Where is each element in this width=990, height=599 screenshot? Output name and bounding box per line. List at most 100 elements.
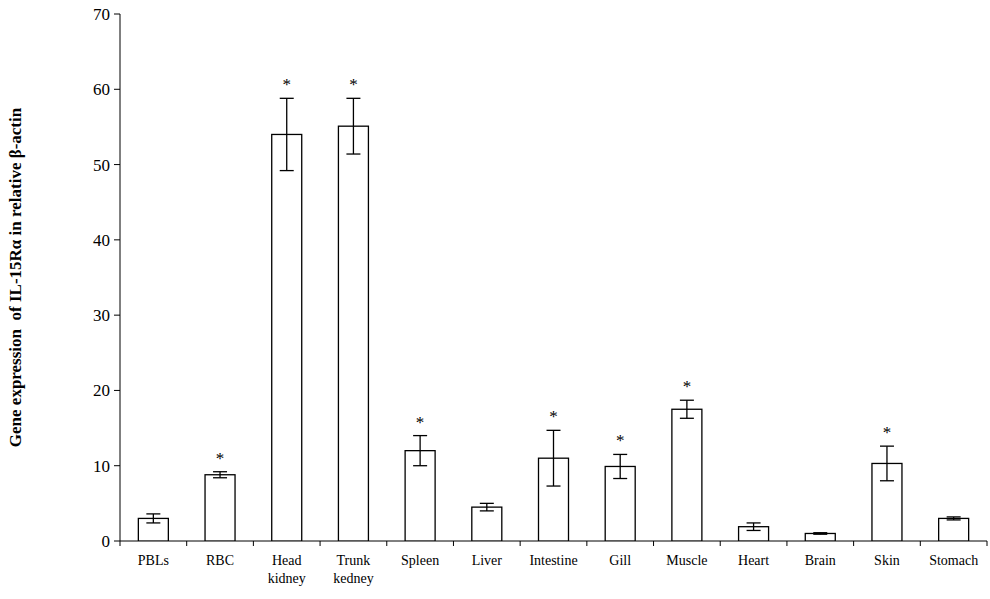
error-cap xyxy=(613,478,627,479)
error-bar xyxy=(146,514,160,523)
error-cap xyxy=(680,400,694,401)
error-stem xyxy=(153,514,154,523)
x-tick-label: Spleen xyxy=(401,553,439,568)
y-tick xyxy=(114,390,120,391)
error-stem xyxy=(286,98,287,170)
error-cap xyxy=(880,445,894,446)
error-bar xyxy=(813,533,827,535)
category-tick xyxy=(186,541,187,546)
category-tick xyxy=(253,541,254,546)
category-tick xyxy=(653,541,654,546)
y-tick-label: 50 xyxy=(93,156,110,175)
significance-mark: * xyxy=(416,413,425,432)
category-tick xyxy=(920,541,921,546)
category-tick xyxy=(520,541,521,546)
y-tick-label: 60 xyxy=(93,80,110,99)
error-cap xyxy=(547,430,561,431)
error-stem xyxy=(353,98,354,154)
error-bar xyxy=(280,98,294,170)
error-stem xyxy=(553,430,554,486)
error-cap xyxy=(480,510,494,511)
error-stem xyxy=(620,454,621,478)
y-tick xyxy=(114,14,120,15)
x-tick-label-line: kidney xyxy=(268,571,306,586)
error-cap xyxy=(880,480,894,481)
error-cap xyxy=(213,471,227,472)
error-cap xyxy=(146,513,160,514)
error-bar xyxy=(346,98,360,154)
x-tick-label: Liver xyxy=(472,553,503,568)
y-tick xyxy=(114,315,120,316)
error-bar xyxy=(880,446,894,481)
significance-mark: * xyxy=(549,407,558,426)
error-stem xyxy=(686,400,687,418)
error-bar xyxy=(747,523,761,531)
y-tick-label: 0 xyxy=(102,532,111,551)
significance-mark: * xyxy=(282,75,291,94)
error-cap xyxy=(413,465,427,466)
bar xyxy=(805,533,835,541)
x-tick-label: Skin xyxy=(874,553,900,568)
error-cap xyxy=(413,435,427,436)
error-bar xyxy=(613,454,627,478)
y-tick xyxy=(114,164,120,165)
error-stem xyxy=(419,436,420,466)
error-cap xyxy=(280,170,294,171)
error-cap xyxy=(747,530,761,531)
significance-mark: * xyxy=(616,431,625,450)
x-tick-label: PBLs xyxy=(138,553,169,568)
x-tick-label-line: Trunk xyxy=(337,553,371,568)
y-tick xyxy=(114,541,120,542)
y-axis-label: Gene expression of IL-15Rα in relative β… xyxy=(6,107,25,447)
error-bar xyxy=(680,400,694,418)
bar xyxy=(205,475,235,541)
x-tick-label: Stomach xyxy=(929,553,978,568)
category-tick xyxy=(720,541,721,546)
y-tick-label: 10 xyxy=(93,457,110,476)
error-cap xyxy=(813,534,827,535)
x-tick-label: RBC xyxy=(206,553,234,568)
bar xyxy=(472,507,502,541)
error-cap xyxy=(547,485,561,486)
x-tick-label: Gill xyxy=(609,553,631,568)
y-tick xyxy=(114,89,120,90)
error-cap xyxy=(346,98,360,99)
x-tick-label: Muscle xyxy=(666,553,707,568)
category-tick xyxy=(853,541,854,546)
significance-mark: * xyxy=(883,423,892,442)
significance-mark: * xyxy=(349,75,358,94)
error-cap xyxy=(947,519,961,520)
bar xyxy=(672,409,702,541)
error-cap xyxy=(213,477,227,478)
chart: 010203040506070Gene expression of IL-15R… xyxy=(0,0,990,599)
error-bar xyxy=(480,503,494,511)
bars xyxy=(138,98,968,541)
x-tick-label: Headkidney xyxy=(268,553,306,586)
x-tick-label-line: kedney xyxy=(333,571,373,586)
bar xyxy=(272,134,302,541)
error-cap xyxy=(480,503,494,504)
x-tick-label: Intestine xyxy=(529,553,577,568)
error-cap xyxy=(813,532,827,533)
error-stem xyxy=(753,523,754,531)
error-cap xyxy=(146,522,160,523)
category-tick xyxy=(120,541,121,546)
x-tick-label: Brain xyxy=(805,553,836,568)
error-stem xyxy=(219,472,220,478)
error-cap xyxy=(280,98,294,99)
error-cap xyxy=(947,516,961,517)
error-cap xyxy=(747,522,761,523)
y-tick-label: 40 xyxy=(93,231,110,250)
y-tick-label: 20 xyxy=(93,381,110,400)
bar xyxy=(338,126,368,541)
error-bar xyxy=(947,517,961,520)
category-tick xyxy=(386,541,387,546)
error-cap xyxy=(346,153,360,154)
error-bar xyxy=(547,430,561,486)
y-axis xyxy=(120,14,121,541)
y-tick xyxy=(114,239,120,240)
error-cap xyxy=(680,418,694,419)
y-tick-label: 70 xyxy=(93,5,110,24)
category-tick xyxy=(320,541,321,546)
significance-mark: * xyxy=(683,377,692,396)
